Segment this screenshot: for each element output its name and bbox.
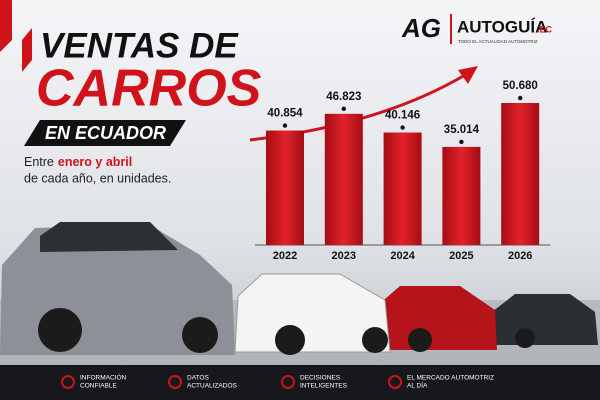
bar xyxy=(383,132,422,245)
value-label: 46.823 xyxy=(326,91,361,103)
logo-name: AUTOGUÍA xyxy=(457,17,547,36)
bar xyxy=(266,130,304,245)
footer-label: CONFIABLE xyxy=(80,383,118,390)
accent-stripe xyxy=(0,0,12,52)
bar-marker xyxy=(400,125,405,130)
bar-chart: 40.854 2022 46.823 2023 40.146 2024 35.014 2025… xyxy=(255,80,551,262)
bar xyxy=(501,103,540,245)
subtitle-highlight: enero y abril xyxy=(58,155,132,169)
footer-icon xyxy=(388,375,402,389)
bar-marker xyxy=(341,106,346,112)
footer-label: INFORMACIÓN xyxy=(80,373,127,382)
title-badge: EN ECUADOR xyxy=(45,123,166,143)
footer-label: EL MERCADO AUTOMOTRIZ xyxy=(407,375,494,382)
x-tick-label: 2024 xyxy=(390,250,415,262)
value-label: 35.014 xyxy=(444,124,480,136)
logo-suffix: .EC xyxy=(537,24,553,34)
footer-icon xyxy=(61,375,75,389)
x-tick-label: 2023 xyxy=(332,250,356,262)
subtitle-text: de cada año, en unidades. xyxy=(24,171,171,185)
value-label: 40.146 xyxy=(385,110,420,122)
title-line: CARROS xyxy=(36,60,262,118)
cars xyxy=(0,222,598,355)
footer-label: ACTUALIZADOS xyxy=(187,383,238,390)
footer-label: DATOS xyxy=(187,375,209,382)
logo-mark: AG xyxy=(401,13,441,43)
footer-icon xyxy=(281,375,295,389)
logo-tagline: TODO EL ACTUALIDAD AUTOMOTRIZ xyxy=(458,39,538,44)
footer-bar xyxy=(0,365,600,400)
bar-marker xyxy=(459,139,464,145)
accent-stripe xyxy=(22,28,32,72)
x-tick-label: 2025 xyxy=(449,250,473,262)
subtitle-text: Entre xyxy=(24,155,54,169)
bar-marker xyxy=(282,123,288,128)
footer-label: INTELIGENTES xyxy=(300,383,348,390)
title-badge-bg xyxy=(24,120,186,146)
footer-label: DECISIONES xyxy=(300,375,341,382)
bar-marker xyxy=(518,95,523,101)
title-line: VENTAS DE xyxy=(40,26,239,65)
footer-icon xyxy=(168,375,182,389)
value-label: 40.854 xyxy=(267,108,303,120)
trend-arrow-head xyxy=(458,66,478,84)
subtitle: Entre enero y abril xyxy=(24,155,132,169)
x-tick-label: 2022 xyxy=(273,250,297,262)
footer-label: AL DÍA xyxy=(407,381,428,390)
x-tick-label: 2026 xyxy=(508,250,532,262)
value-label: 50.680 xyxy=(503,80,538,92)
bar xyxy=(442,146,481,245)
bar xyxy=(324,113,363,245)
